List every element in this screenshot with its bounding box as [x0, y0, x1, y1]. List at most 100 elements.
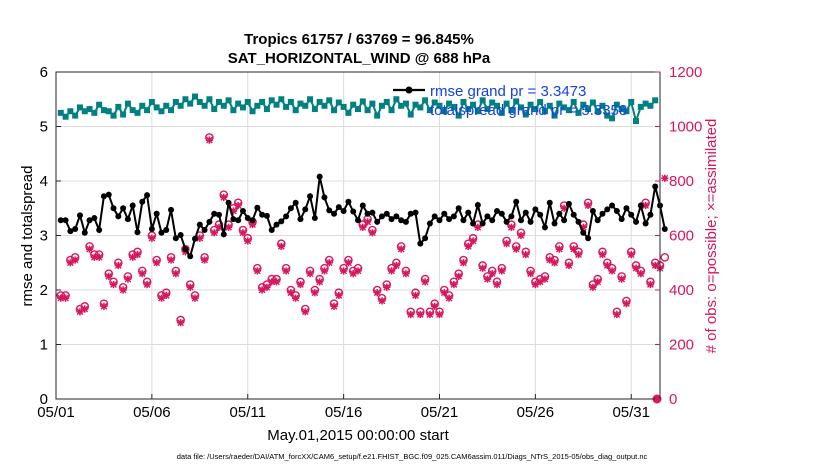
totalspread-point	[561, 104, 568, 111]
rmse-point	[652, 183, 659, 190]
rmse-point	[225, 199, 232, 206]
rmse-point	[239, 207, 246, 214]
obs-assimilated-stroke	[273, 278, 280, 286]
obs-assimilated-point	[344, 259, 353, 267]
obs-assimilated-point	[411, 291, 420, 300]
obs-assimilated-stroke	[325, 259, 333, 267]
obs-assimilated-point	[153, 259, 161, 267]
obs-assimilated-stroke	[67, 259, 74, 267]
y-left-tick-label: 4	[40, 173, 48, 190]
obs-assimilated-stroke	[522, 251, 530, 258]
obs-assimilated-stroke	[508, 223, 515, 231]
totalspread-point	[287, 98, 294, 105]
rmse-point	[489, 217, 496, 224]
rmse-point	[335, 204, 342, 211]
rmse-point	[359, 202, 366, 209]
totalspread-point	[369, 100, 376, 107]
obs-assimilated-stroke	[599, 251, 606, 258]
totalspread-point	[153, 104, 160, 111]
obs-assimilated-stroke	[162, 292, 170, 299]
rmse-point	[100, 193, 107, 200]
rmse-point	[259, 211, 266, 218]
obs-assimilated-stroke	[282, 267, 290, 275]
rmse-point	[268, 227, 275, 234]
obs-assimilated-point	[608, 267, 616, 275]
obs-assimilated-stroke	[148, 234, 156, 242]
y-axis-left-label: rmse and totalspread	[19, 166, 36, 307]
rmse-point	[484, 213, 491, 220]
totalspread-point	[575, 109, 582, 116]
obs-assimilated-point	[637, 270, 645, 278]
obs-assimilated-stroke	[407, 311, 415, 318]
legend-rmse-label: rmse grand pr = 3.3473	[430, 83, 586, 100]
rmse-point	[76, 212, 83, 219]
totalspread-point	[498, 109, 505, 116]
obs-assimilated-stroke	[95, 253, 103, 261]
totalspread-point	[402, 100, 409, 107]
totalspread-point	[311, 106, 318, 113]
rmse-point	[72, 225, 79, 232]
rmse-point	[129, 202, 136, 209]
obs-assimilated-point	[287, 289, 295, 297]
totalspread-point	[110, 112, 117, 119]
obs-assimilated-point	[129, 253, 137, 261]
obs-assimilated-stroke	[287, 289, 295, 297]
rmse-point	[561, 217, 568, 224]
rmse-point	[661, 225, 668, 232]
rmse-point	[541, 224, 548, 231]
rmse-point	[326, 207, 333, 214]
rmse-point	[158, 229, 165, 236]
obs-assimilated-point	[71, 256, 79, 264]
obs-assimilated-stroke	[369, 229, 376, 237]
obs-assimilated-stroke	[119, 286, 127, 294]
totalspread-point	[340, 103, 347, 110]
rmse-point	[393, 213, 400, 220]
obs-assimilated-stroke	[167, 256, 175, 264]
totalspread-point	[633, 118, 640, 125]
rmse-point	[508, 213, 515, 220]
totalspread-point	[326, 97, 333, 104]
obs-assimilated-stroke	[455, 273, 463, 280]
obs-assimilated-point	[397, 245, 405, 253]
totalspread-point	[517, 104, 524, 111]
obs-assimilated-stroke	[191, 294, 199, 302]
obs-assimilated-point	[354, 267, 362, 275]
totalspread-point	[589, 99, 596, 106]
totalspread-point	[436, 102, 443, 109]
obs-assimilated-point	[464, 242, 472, 250]
obs-assimilated-point	[613, 310, 621, 319]
obs-assimilated-point	[598, 250, 607, 259]
rmse-point	[316, 173, 323, 180]
obs-assimilated-point	[263, 283, 271, 291]
obs-assimilated-point	[320, 267, 329, 275]
obs-assimilated-stroke	[536, 278, 544, 286]
obs-assimilated-point	[363, 218, 372, 226]
totalspread-point	[623, 108, 630, 115]
rmse-point	[148, 225, 155, 232]
rmse-point	[163, 227, 170, 234]
rmse-point	[215, 211, 222, 218]
obs-assimilated-stroke	[311, 289, 319, 297]
obs-assimilated-point	[555, 245, 563, 253]
obs-assimilated-stroke	[632, 264, 640, 272]
rmse-point	[302, 206, 309, 213]
obs-assimilated-point	[95, 253, 103, 261]
rmse-point	[465, 209, 472, 216]
obs-assimilated-stroke	[412, 292, 419, 299]
obs-assimilated-point	[253, 267, 261, 275]
totalspread-point	[426, 107, 433, 114]
rmse-point	[431, 213, 438, 220]
obs-assimilated-stroke	[244, 237, 252, 245]
totalspread-point	[235, 100, 242, 107]
totalspread-point	[206, 96, 213, 103]
totalspread-point	[652, 97, 659, 104]
totalspread-point	[345, 109, 352, 116]
totalspread-point	[187, 100, 194, 107]
obs-assimilated-stroke	[383, 283, 391, 291]
rmse-point	[450, 213, 457, 220]
obs-assimilated-point	[517, 231, 525, 240]
obs-assimilated-point	[114, 261, 122, 270]
obs-assimilated-point	[210, 229, 218, 237]
totalspread-point	[388, 107, 395, 114]
rmse-point	[388, 216, 395, 223]
